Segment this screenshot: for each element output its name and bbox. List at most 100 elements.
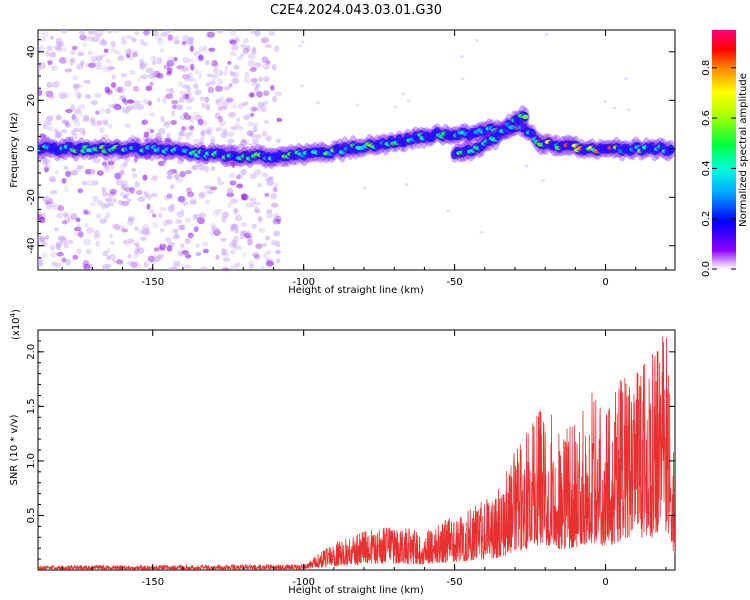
noise-blob [141,228,150,236]
noise-blob [460,77,465,81]
noise-blob [255,83,261,88]
noise-blob [167,170,175,176]
noise-blob [70,104,76,111]
noise-blob [246,112,253,118]
noise-blob [92,157,101,164]
noise-blob [198,54,204,61]
noise-blob [252,252,260,258]
noise-blob [45,204,53,211]
noise-blob [47,60,53,66]
noise-blob [102,65,109,73]
noise-blob [136,104,144,111]
noise-blob [230,102,238,110]
noise-blob [243,114,250,121]
noise-blob [264,192,270,197]
noise-blob [133,100,141,106]
noise-blob [122,109,130,115]
noise-blob [108,233,114,239]
noise-blob [216,176,222,182]
noise-blob [65,170,72,177]
noise-blob [189,200,198,205]
noise-blob [99,53,108,58]
noise-blob [188,36,195,42]
noise-blob [164,137,171,143]
noise-blob [72,132,78,140]
noise-blob [121,106,128,112]
noise-blob [245,202,253,208]
noise-blob [46,45,54,51]
noise-blob [60,30,68,34]
noise-blob [207,31,216,38]
noise-blob [227,60,232,66]
noise-blob [119,162,127,170]
noise-blob [266,211,273,219]
noise-blob [251,80,258,87]
noise-blob [202,241,209,247]
noise-blob [243,233,251,239]
noise-blob [160,31,169,37]
noise-blob [167,67,173,74]
noise-blob [85,248,92,255]
noise-blob [162,156,167,163]
noise-blob [241,138,246,144]
noise-blob [186,105,192,111]
noise-blob [254,169,262,176]
noise-blob [123,240,131,247]
noise-blob [89,202,97,207]
noise-blob [166,174,173,180]
noise-blob [121,98,127,103]
noise-blob [93,229,100,237]
noise-blob [177,81,184,87]
noise-blob [83,114,90,121]
noise-blob [120,191,125,197]
noise-blob [106,108,111,115]
noise-blob [167,205,175,213]
noise-blob [49,177,57,183]
noise-blob [126,99,135,104]
noise-blob [62,212,69,218]
noise-blob [228,111,237,118]
noise-blob [234,214,243,222]
noise-blob [140,74,148,80]
noise-blob [624,77,629,81]
noise-blob [222,70,228,77]
noise-blob [243,76,251,84]
noise-blob [73,84,78,89]
noise-blob [134,242,140,247]
spectrogram-y-axis-label: Frequency (Hz) [9,112,20,188]
colorbar-tick-label: 0.2 [701,211,712,227]
spectrogram-x-axis-label: Height of straight line (km) [288,285,424,296]
noise-blob [247,238,253,246]
noise-blob [242,252,248,258]
noise-blob [213,67,219,74]
noise-blob [167,34,173,41]
noise-blob [120,36,126,43]
noise-blob [184,238,191,245]
noise-blob [226,192,235,198]
noise-blob [261,56,269,64]
noise-blob [38,262,44,268]
noise-blob [153,247,160,252]
noise-blob [49,201,56,208]
noise-blob [105,58,112,64]
noise-blob [262,101,267,107]
noise-blob [50,189,58,195]
noise-blob [201,102,206,109]
noise-blob [265,257,271,265]
noise-blob [186,58,195,63]
noise-blob [215,254,220,260]
noise-blob [189,125,195,131]
noise-blob [112,30,120,34]
noise-blob [260,39,267,44]
noise-blob [271,240,278,246]
noise-blob [120,86,127,94]
noise-blob [134,181,140,188]
noise-blob [106,123,113,129]
noise-blob [162,220,170,227]
noise-blob [75,217,81,223]
noise-blob [104,202,110,209]
noise-blob [152,30,159,37]
noise-blob [176,65,185,70]
noise-blob [178,225,185,231]
noise-blob [188,96,195,102]
